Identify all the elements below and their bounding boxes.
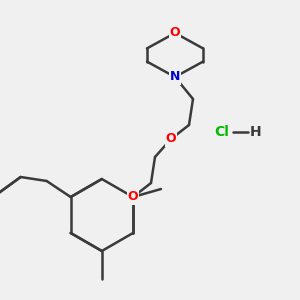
Text: O: O bbox=[166, 133, 176, 146]
Text: H: H bbox=[250, 125, 262, 139]
Text: O: O bbox=[128, 190, 138, 203]
Text: O: O bbox=[170, 26, 180, 40]
Text: Cl: Cl bbox=[214, 125, 230, 139]
Text: N: N bbox=[170, 70, 180, 83]
